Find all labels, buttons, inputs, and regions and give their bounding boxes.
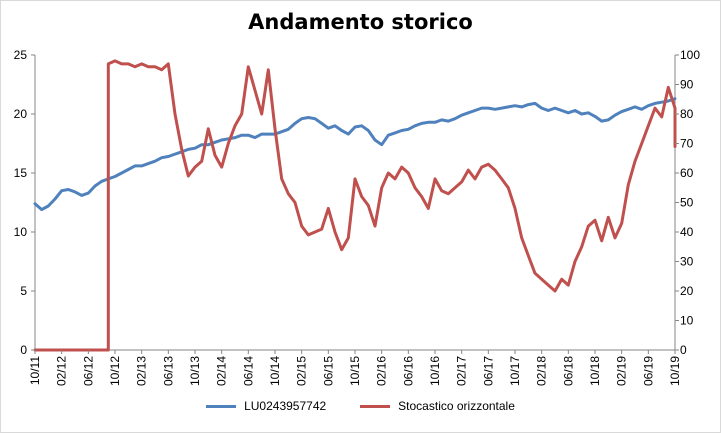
y-left-tick-label: 15 bbox=[14, 166, 28, 180]
y-right-tick-label: 70 bbox=[680, 137, 694, 151]
legend-swatch-red bbox=[360, 404, 391, 408]
legend-item-red: Stocastico orizzontale bbox=[360, 399, 515, 413]
x-tick-label: 02/15 bbox=[295, 356, 309, 386]
y-left-tick-label: 20 bbox=[14, 107, 28, 121]
x-tick-label: 06/18 bbox=[561, 356, 575, 386]
x-tick-label: 02/19 bbox=[615, 356, 629, 386]
series-line-blue bbox=[33, 97, 677, 212]
y-right-tick-label: 50 bbox=[680, 196, 694, 210]
x-tick-label: 10/19 bbox=[668, 356, 682, 386]
y-left-tick-label: 0 bbox=[20, 343, 27, 357]
x-tick-label: 02/16 bbox=[375, 356, 389, 386]
series-line-red bbox=[33, 59, 677, 352]
x-tick-label: 10/11 bbox=[28, 356, 42, 385]
y-right-tick-label: 90 bbox=[680, 78, 694, 92]
legend-label-blue: LU0243957742 bbox=[244, 399, 327, 413]
legend-item-blue: LU0243957742 bbox=[206, 399, 326, 413]
x-tick-label: 10/14 bbox=[268, 356, 282, 386]
x-tick-label: 02/14 bbox=[215, 356, 229, 386]
y-right-tick-label: 30 bbox=[680, 255, 694, 269]
x-tick-label: 02/13 bbox=[135, 356, 149, 386]
y-right-tick-label: 80 bbox=[680, 107, 694, 121]
x-tick-label: 10/15 bbox=[348, 356, 362, 386]
x-tick-label: 10/18 bbox=[588, 356, 602, 386]
y-right-tick-label: 100 bbox=[680, 48, 700, 62]
x-tick-label: 10/13 bbox=[188, 356, 202, 386]
y-left-tick-label: 5 bbox=[20, 284, 27, 298]
x-tick-label: 10/16 bbox=[428, 356, 442, 386]
x-tick-label: 10/17 bbox=[508, 356, 522, 386]
legend-swatch-blue bbox=[206, 404, 237, 408]
x-tick-label: 02/17 bbox=[455, 356, 469, 386]
x-tick-label: 06/16 bbox=[401, 356, 415, 386]
legend-label-red: Stocastico orizzontale bbox=[398, 399, 515, 413]
x-tick-label: 06/12 bbox=[81, 356, 95, 386]
legend: LU0243957742 Stocastico orizzontale bbox=[0, 399, 721, 413]
y-left-tick-label: 25 bbox=[14, 48, 28, 62]
x-tick-label: 02/18 bbox=[535, 356, 549, 386]
x-tick-label: 06/19 bbox=[641, 356, 655, 386]
y-left-tick-label: 10 bbox=[14, 225, 28, 239]
x-tick-label: 06/17 bbox=[481, 356, 495, 386]
x-tick-label: 06/13 bbox=[161, 356, 175, 386]
x-tick-label: 02/12 bbox=[55, 356, 69, 386]
y-right-tick-label: 20 bbox=[680, 284, 694, 298]
y-right-tick-label: 60 bbox=[680, 166, 694, 180]
x-tick-label: 06/14 bbox=[241, 356, 255, 386]
y-right-tick-label: 10 bbox=[680, 314, 694, 328]
y-right-tick-label: 0 bbox=[680, 343, 687, 357]
y-right-tick-label: 40 bbox=[680, 225, 694, 239]
x-tick-label: 06/15 bbox=[321, 356, 335, 386]
x-tick-label: 10/12 bbox=[108, 356, 122, 386]
chart-title: Andamento storico bbox=[248, 10, 473, 34]
